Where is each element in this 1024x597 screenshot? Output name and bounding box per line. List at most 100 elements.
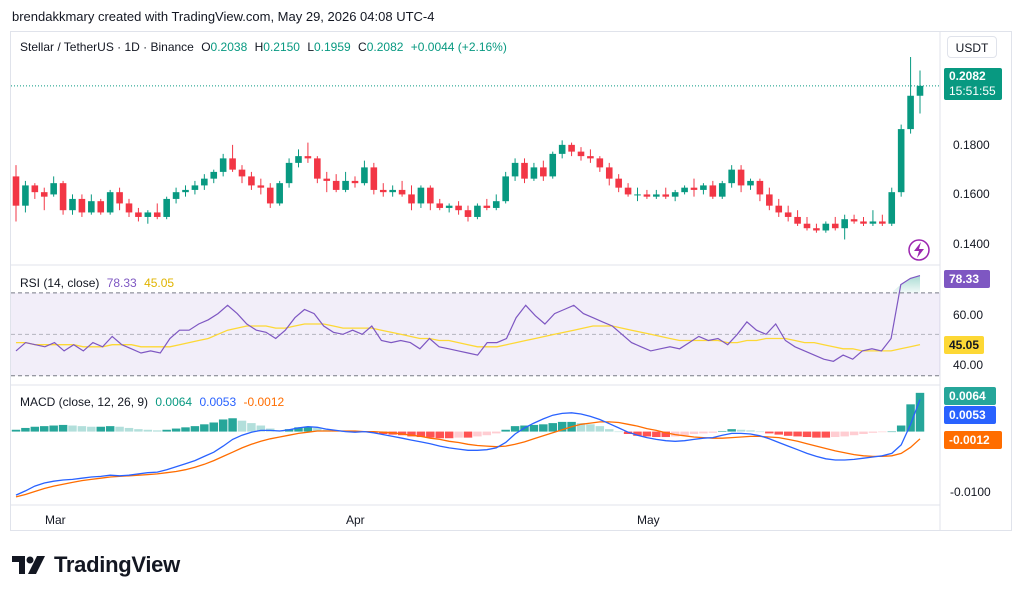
- currency-button[interactable]: USDT: [947, 36, 997, 58]
- open-value: 0.2038: [210, 40, 248, 54]
- candle-body: [464, 210, 472, 217]
- candle-body: [248, 176, 255, 186]
- candle-body: [182, 189, 189, 193]
- candle-body: [276, 183, 283, 204]
- candle-body: [323, 178, 331, 181]
- candle-body: [643, 194, 651, 197]
- candle-body: [502, 176, 509, 202]
- candle-body: [12, 176, 20, 206]
- candle-body: [709, 185, 717, 197]
- candle-body: [361, 167, 368, 184]
- macd-histogram-bar: [228, 418, 237, 432]
- macd-histogram-bar: [407, 431, 416, 437]
- close-value: 0.2082: [366, 40, 404, 54]
- price-tick: 0.1800: [953, 138, 990, 152]
- candlestick-series[interactable]: [12, 57, 924, 240]
- candle-body: [747, 180, 754, 186]
- candle-body: [201, 178, 208, 186]
- macd-histogram-bar: [557, 421, 567, 432]
- candle-body: [483, 205, 491, 208]
- macd-histogram-bar: [840, 431, 849, 437]
- candle-body: [897, 129, 905, 193]
- macd-histogram-bar: [652, 431, 661, 438]
- macd-histogram-bar: [774, 431, 783, 435]
- macd-histogram-bar: [915, 392, 925, 432]
- macd-histogram-bar: [708, 431, 718, 433]
- macd-histogram-bar: [699, 431, 708, 434]
- macd-histogram-bar: [171, 428, 181, 432]
- macd-legend: MACD (close, 12, 26, 9) 0.0064 0.0053 -0…: [20, 395, 288, 409]
- macd-histogram-bar: [680, 431, 689, 436]
- macd-histogram-bar: [783, 431, 793, 436]
- candle-body: [31, 185, 39, 193]
- macd-histogram-bar: [68, 425, 77, 432]
- macd-histogram-bar: [444, 431, 454, 439]
- change-value: +0.0044 (+2.16%): [410, 40, 507, 54]
- macd-histogram-bar: [482, 431, 492, 436]
- candle-body: [295, 156, 302, 163]
- candle-body: [728, 169, 735, 184]
- macd-series[interactable]: [11, 392, 925, 498]
- macd-histogram-bar: [812, 431, 821, 438]
- macd-histogram-bar: [162, 429, 171, 432]
- candle-body: [888, 192, 896, 224]
- macd-histogram-bar: [736, 429, 746, 432]
- macd-histogram-bar: [473, 431, 482, 437]
- candle-body: [756, 180, 764, 195]
- macd-histogram-bar: [96, 426, 105, 432]
- macd-signal-value: -0.0012: [243, 395, 285, 409]
- candle-body: [229, 158, 236, 170]
- close-label: C: [358, 40, 367, 54]
- candle-body: [172, 192, 180, 199]
- macd-histogram-bar: [303, 426, 313, 432]
- macd-histogram-bar: [896, 425, 906, 432]
- countdown-value: 15:51:55: [949, 84, 996, 98]
- candle-body: [596, 158, 604, 168]
- macd-histogram-bar: [595, 426, 605, 432]
- candle-body: [916, 85, 924, 96]
- candle-body: [314, 158, 321, 179]
- rsi-series[interactable]: [15, 275, 921, 362]
- main-legend: Stellar / TetherUS · 1D · Binance O0.203…: [20, 40, 511, 54]
- macd-histogram-bar: [115, 426, 124, 432]
- macd-histogram-bar: [821, 431, 831, 438]
- brand-name: TradingView: [54, 552, 180, 577]
- macd-histogram-bar: [849, 431, 859, 436]
- macd-histogram-bar: [727, 429, 736, 432]
- candle-body: [455, 205, 462, 211]
- macd-histogram-bar: [256, 425, 266, 432]
- macd-histogram-bar: [218, 419, 228, 432]
- candle-body: [78, 198, 86, 213]
- macd-hist-tag: 0.0064: [944, 387, 996, 405]
- candle-body: [831, 223, 839, 229]
- symbol-title[interactable]: Stellar / TetherUS · 1D · Binance: [20, 40, 194, 54]
- high-value: 0.2150: [263, 40, 300, 54]
- lightning-icon[interactable]: [908, 239, 930, 261]
- rsi-line: [15, 275, 921, 362]
- macd-histogram-bar: [576, 423, 586, 432]
- candle-body: [50, 183, 57, 195]
- candle-body: [907, 95, 914, 130]
- candle-body: [634, 194, 641, 196]
- candle-body: [568, 144, 575, 152]
- macd-line: [15, 399, 921, 496]
- rsi-label[interactable]: RSI (14, close): [20, 276, 100, 290]
- candle-body: [803, 223, 811, 229]
- macd-histogram-bar: [501, 429, 510, 432]
- rsi-value-tag: 78.33: [944, 270, 990, 288]
- candle-body: [624, 187, 632, 195]
- macd-label[interactable]: MACD (close, 12, 26, 9): [20, 395, 149, 409]
- macd-histogram-bar: [661, 431, 670, 438]
- macd-histogram-bar: [40, 426, 49, 432]
- macd-histogram-bar: [237, 420, 247, 432]
- candle-body: [869, 221, 877, 224]
- macd-histogram-bar: [689, 431, 699, 434]
- time-label-may: May: [637, 513, 660, 527]
- candle-body: [417, 187, 425, 204]
- macd-histogram-bar: [492, 431, 501, 434]
- candle-body: [521, 162, 528, 179]
- macd-histogram-bar: [143, 429, 153, 432]
- macd-histogram-bar: [906, 404, 915, 432]
- candle-body: [681, 187, 688, 193]
